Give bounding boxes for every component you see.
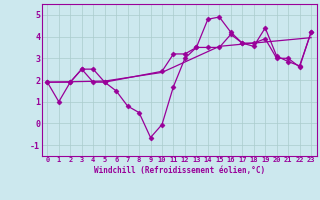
X-axis label: Windchill (Refroidissement éolien,°C): Windchill (Refroidissement éolien,°C) xyxy=(94,166,265,175)
